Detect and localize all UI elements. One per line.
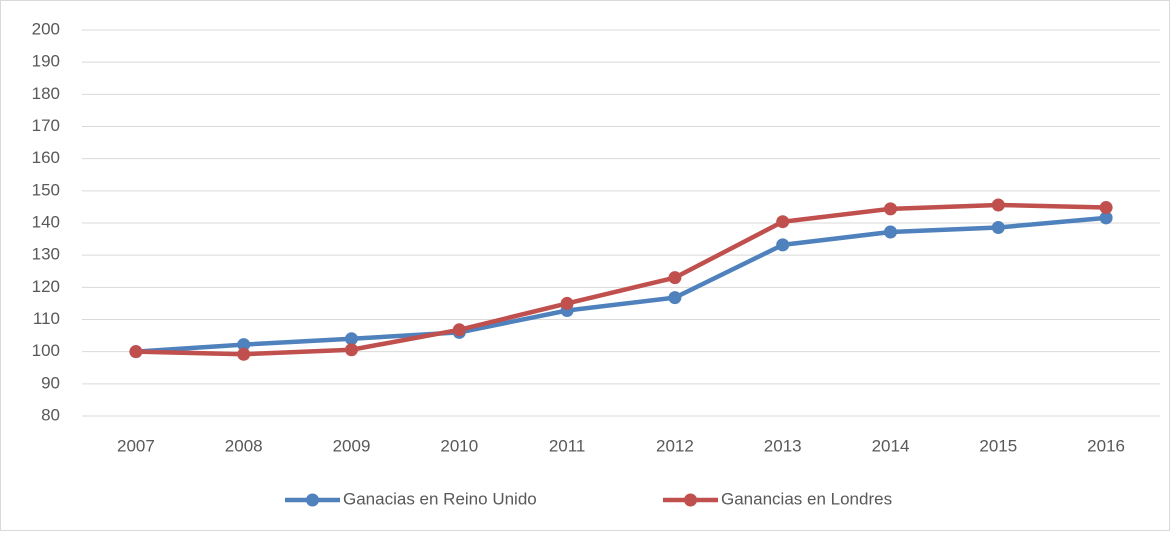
y-tick-label: 110: [33, 309, 60, 328]
y-tick-label: 90: [41, 373, 60, 392]
x-tick-label: 2012: [656, 436, 694, 455]
legend-marker: [684, 493, 697, 507]
y-tick-label: 130: [32, 245, 60, 264]
y-tick-label: 80: [41, 405, 60, 424]
x-tick-label: 2010: [440, 436, 478, 455]
x-tick-label: 2013: [764, 436, 802, 455]
y-tick-label: 170: [32, 116, 60, 135]
x-tick-label: 2009: [333, 436, 371, 455]
data-point: [884, 202, 897, 216]
x-tick-label: 2014: [872, 436, 910, 455]
data-point: [345, 343, 358, 357]
data-point: [776, 215, 790, 229]
data-point: [668, 291, 682, 305]
data-point: [129, 345, 143, 359]
data-point: [991, 221, 1005, 235]
data-point: [991, 198, 1005, 212]
series-line: [135, 215, 1107, 354]
y-tick-label: 140: [32, 212, 60, 231]
series-line: [135, 202, 1107, 357]
x-tick-label: 2008: [225, 436, 263, 455]
y-tick-label: 180: [32, 84, 60, 103]
y-tick-label: 200: [32, 19, 60, 38]
legend-label: Ganacias en Reino Unido: [343, 489, 537, 508]
x-tick-label: 2007: [117, 436, 155, 455]
data-point: [345, 332, 358, 346]
x-tick-label: 2016: [1087, 436, 1125, 455]
x-tick-label: 2015: [979, 436, 1017, 455]
y-tick-label: 150: [32, 180, 60, 199]
y-tick-label: 100: [32, 341, 60, 360]
y-tick-label: 120: [32, 277, 60, 296]
data-point: [776, 238, 790, 252]
data-point: [1099, 201, 1113, 215]
x-tick-label: 2011: [549, 436, 586, 455]
data-point: [237, 347, 251, 361]
data-point: [237, 338, 251, 352]
y-tick-label: 190: [32, 52, 60, 71]
data-point: [452, 323, 466, 337]
legend-label: Ganancias en Londres: [721, 489, 892, 508]
data-point: [884, 225, 897, 239]
data-point: [668, 271, 682, 285]
data-point: [560, 296, 574, 310]
data-point: [1099, 211, 1113, 225]
y-tick-label: 160: [32, 148, 60, 167]
legend-marker: [306, 493, 319, 507]
